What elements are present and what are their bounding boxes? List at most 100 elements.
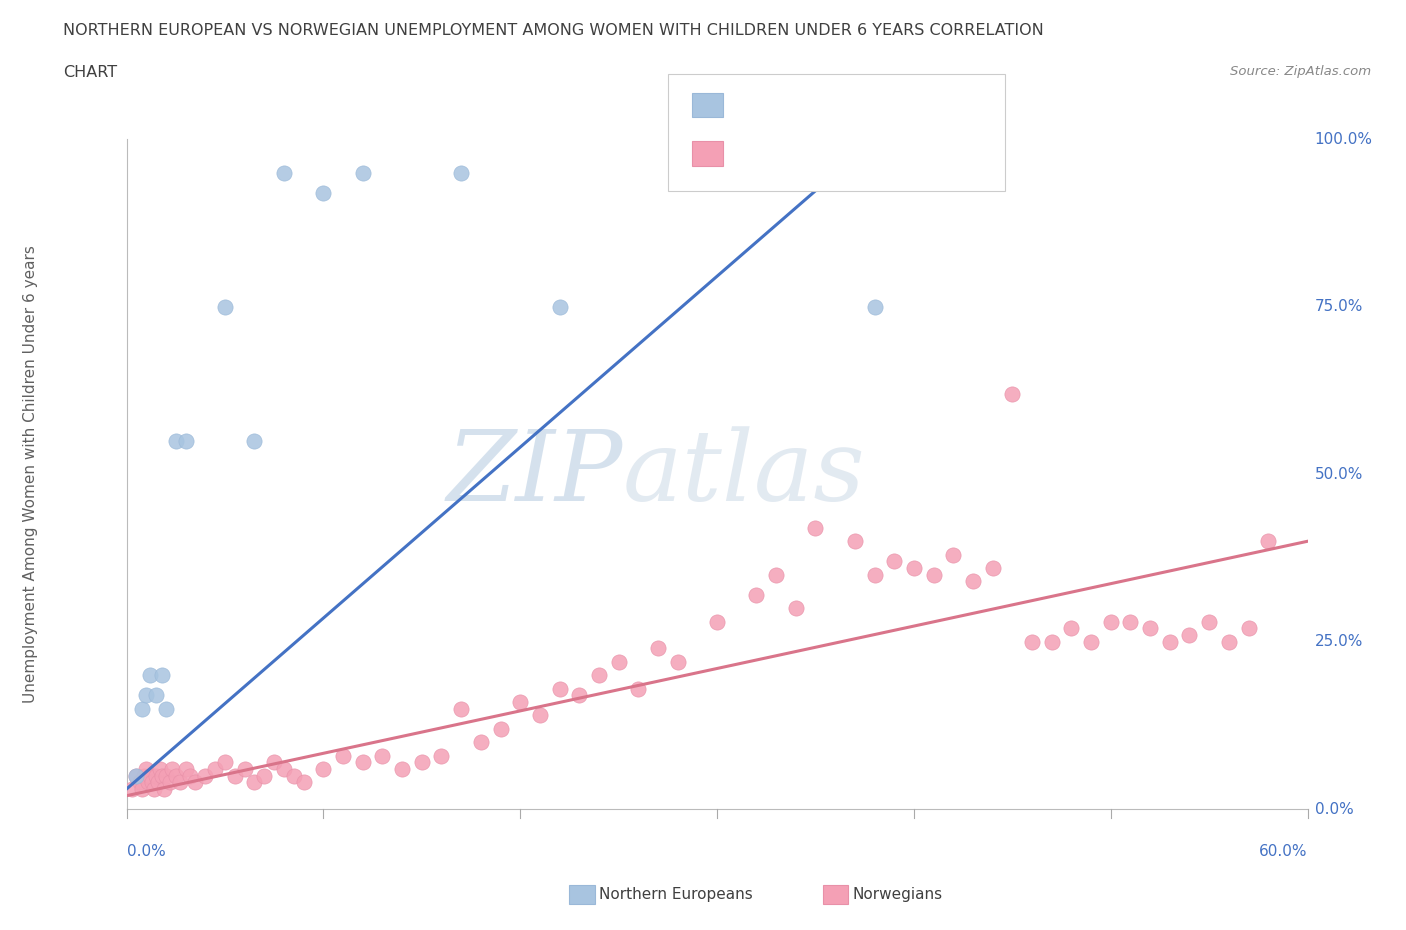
Point [243,775,266,790]
Point [1021,634,1043,649]
Point [666,655,689,670]
Point [174,433,197,448]
Text: ZIP: ZIP [446,427,623,522]
Point [785,601,807,616]
Text: 60.0%: 60.0% [1260,844,1308,859]
Text: N = 80: N = 80 [879,144,946,163]
Point [131,781,153,796]
Point [1040,634,1063,649]
Point [1060,621,1083,636]
Point [150,668,173,683]
Point [139,768,162,783]
Point [125,768,148,783]
Text: 50.0%: 50.0% [1315,467,1362,482]
Point [312,762,335,777]
Point [312,186,335,201]
Point [391,762,413,777]
Point [1178,628,1201,643]
Text: Unemployment Among Women with Children Under 6 years: Unemployment Among Women with Children U… [24,246,38,703]
Point [143,781,166,796]
Point [489,722,512,737]
Point [253,768,276,783]
Point [263,755,285,770]
Point [863,299,886,314]
Point [1099,614,1122,629]
Point [804,521,827,536]
Text: atlas: atlas [623,427,865,522]
Text: Norwegians: Norwegians [852,887,942,902]
Point [233,762,256,777]
Point [588,668,610,683]
Point [121,781,143,796]
Point [647,641,669,656]
Text: NORTHERN EUROPEAN VS NORWEGIAN UNEMPLOYMENT AMONG WOMEN WITH CHILDREN UNDER 6 YE: NORTHERN EUROPEAN VS NORWEGIAN UNEMPLOYM… [63,23,1045,38]
Point [283,768,305,783]
Point [169,775,191,790]
Point [243,433,266,448]
Point [1080,634,1102,649]
Point [131,701,153,716]
Point [179,768,201,783]
Point [1159,634,1181,649]
Point [1237,621,1260,636]
Text: CHART: CHART [63,65,117,80]
Point [430,748,453,763]
Point [883,554,905,569]
Point [529,708,551,723]
Point [371,748,394,763]
Point [214,755,236,770]
Point [153,781,176,796]
Point [134,768,156,783]
Point [141,775,163,790]
Point [804,166,827,180]
Point [224,768,246,783]
Point [1001,387,1024,402]
Point [607,655,630,670]
Point [273,166,295,180]
Point [765,567,787,582]
Point [548,299,571,314]
Point [903,561,925,576]
Point [1198,614,1220,629]
Point [1119,614,1142,629]
Point [844,534,866,549]
Point [155,768,177,783]
Point [160,762,183,777]
Point [411,755,433,770]
Text: 0.0%: 0.0% [1315,802,1354,817]
Point [150,768,173,783]
Point [922,567,945,582]
Text: 75.0%: 75.0% [1315,299,1362,314]
Point [1218,634,1240,649]
Point [174,762,197,777]
Point [165,433,187,448]
Point [1257,534,1279,549]
Point [509,695,531,710]
Point [146,775,169,790]
Point [204,762,226,777]
Point [159,775,181,790]
Text: R = 0.577: R = 0.577 [734,144,832,163]
Point [149,762,172,777]
Point [470,735,492,750]
Point [450,166,472,180]
Point [981,561,1004,576]
Point [627,681,650,696]
Point [352,755,374,770]
Point [139,668,162,683]
Point [548,681,571,696]
Point [145,768,167,783]
Point [135,762,157,777]
Point [125,768,148,783]
Point [136,775,159,790]
Point [273,762,295,777]
Point [352,166,374,180]
Text: N = 18: N = 18 [879,96,946,114]
Point [450,701,472,716]
Text: Northern Europeans: Northern Europeans [599,887,752,902]
Point [129,775,152,790]
Text: 0.0%: 0.0% [127,844,166,859]
Point [194,768,217,783]
Point [942,547,965,562]
Point [1139,621,1161,636]
